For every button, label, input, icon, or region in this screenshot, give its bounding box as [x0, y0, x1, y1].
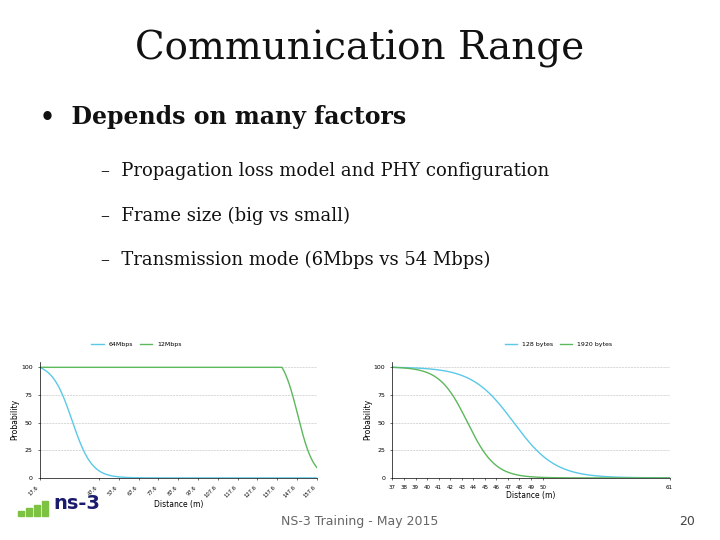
Y-axis label: Probability: Probability — [11, 399, 19, 441]
X-axis label: Distance (m): Distance (m) — [506, 491, 556, 500]
Text: 20: 20 — [679, 515, 695, 528]
Text: –  Propagation loss model and PHY configuration: – Propagation loss model and PHY configu… — [101, 162, 549, 180]
Legend: 128 bytes, 1920 bytes: 128 bytes, 1920 bytes — [503, 339, 615, 350]
Text: •  Depends on many factors: • Depends on many factors — [40, 105, 406, 129]
Text: –  Transmission mode (6Mbps vs 54 Mbps): – Transmission mode (6Mbps vs 54 Mbps) — [101, 251, 490, 269]
Y-axis label: Probability: Probability — [364, 399, 372, 441]
Text: –  Frame size (big vs small): – Frame size (big vs small) — [101, 206, 350, 225]
Text: NS-3 Training - May 2015: NS-3 Training - May 2015 — [282, 515, 438, 528]
Legend: 64Mbps, 12Mbps: 64Mbps, 12Mbps — [89, 339, 184, 350]
Text: ns-3: ns-3 — [53, 494, 100, 513]
X-axis label: Distance (m): Distance (m) — [153, 501, 203, 509]
Text: Communication Range: Communication Range — [135, 30, 585, 68]
